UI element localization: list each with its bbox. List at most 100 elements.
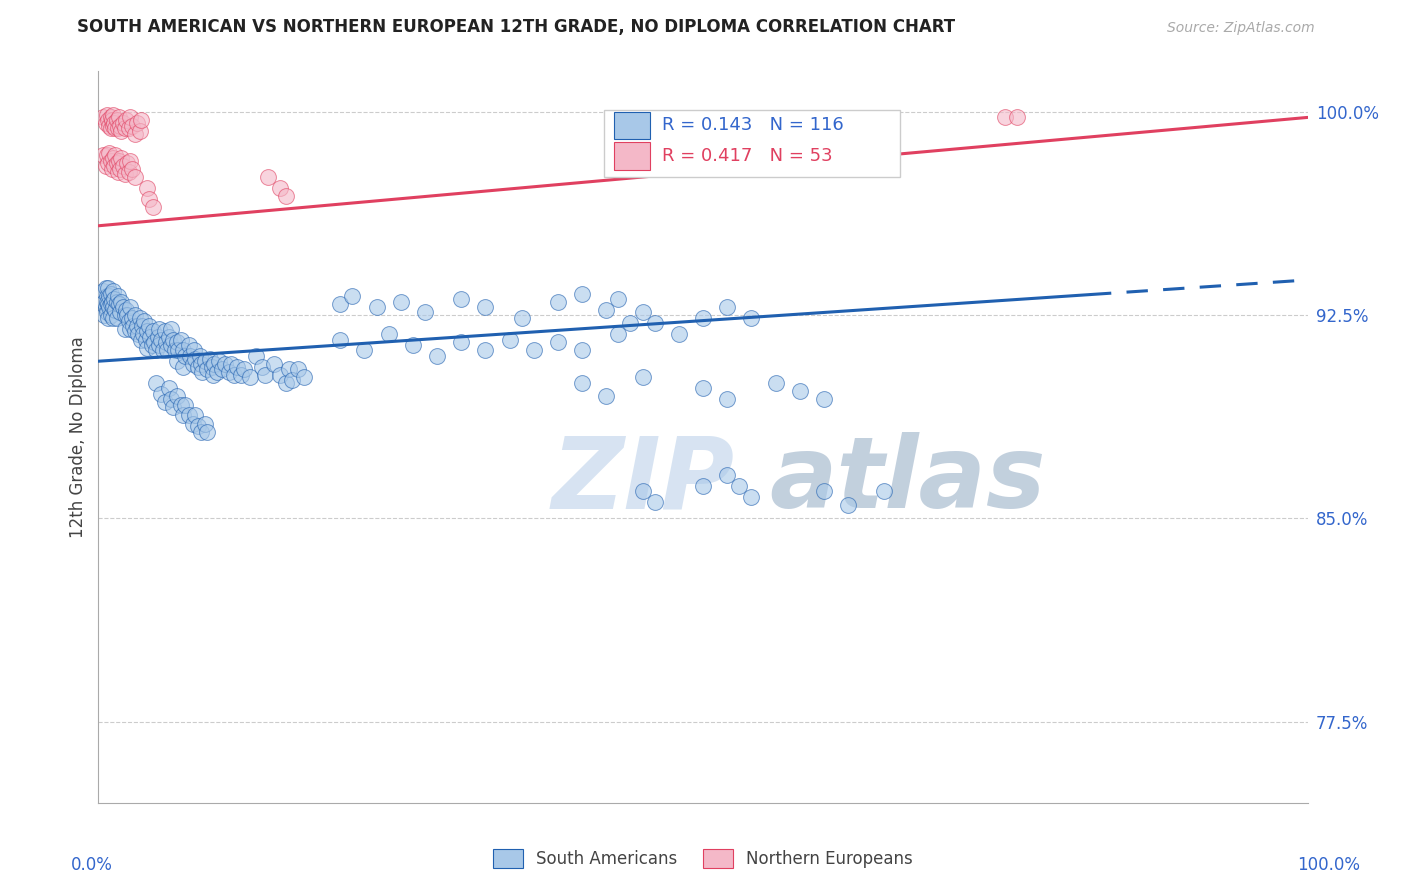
Point [142,325,165,339]
Point [169,398,191,412]
Point [97,297,120,311]
Text: ZIP: ZIP [551,433,735,530]
Point [728,479,751,493]
Point [166,389,188,403]
Point [184,351,207,366]
Point [389,294,412,309]
Point [631,484,654,499]
Point [118,313,141,327]
Point [195,425,218,439]
Point [100,113,122,128]
FancyBboxPatch shape [603,110,900,178]
Point [111,159,134,173]
Legend: South Americans, Northern Europeans: South Americans, Northern Europeans [486,842,920,875]
Point [127,116,149,130]
Point [100,286,122,301]
Point [208,354,231,368]
Point [93,308,115,322]
Point [150,333,173,347]
Point [118,153,141,168]
Point [148,338,170,352]
Point [103,116,125,130]
Point [256,169,278,184]
Point [994,111,1017,125]
Point [187,419,209,434]
Point [100,111,122,125]
Point [135,181,157,195]
Point [127,327,149,342]
Point [547,335,569,350]
Point [269,181,291,195]
Point [174,349,197,363]
Point [595,302,617,317]
Point [101,310,124,325]
Point [160,392,183,406]
Point [254,368,277,382]
Point [114,308,136,322]
Point [740,490,762,504]
Point [837,498,859,512]
Point [413,305,436,319]
Point [172,359,194,374]
Point [114,121,136,136]
Point [122,318,145,333]
Point [183,343,205,358]
Point [104,121,127,136]
Point [187,359,209,374]
Point [179,338,201,352]
Point [181,417,204,431]
Point [274,376,297,390]
Point [111,300,134,314]
Point [607,327,630,342]
Point [108,297,131,311]
Point [172,343,194,358]
Point [172,409,194,423]
Point [174,398,197,412]
Point [181,357,204,371]
Point [105,156,128,170]
Point [245,349,267,363]
Point [98,145,121,160]
Point [114,167,136,181]
Point [716,392,738,406]
Point [179,349,201,363]
Point [108,153,131,168]
Point [110,151,132,165]
Point [97,113,120,128]
Point [179,409,201,423]
Point [124,169,146,184]
Point [108,305,131,319]
Point [644,495,666,509]
Point [91,148,114,162]
Point [201,359,224,374]
Point [96,294,118,309]
Point [229,368,252,382]
Point [132,327,155,342]
Point [160,322,183,336]
Point [692,479,714,493]
Text: SOUTH AMERICAN VS NORTHERN EUROPEAN 12TH GRADE, NO DIPLOMA CORRELATION CHART: SOUTH AMERICAN VS NORTHERN EUROPEAN 12TH… [77,18,956,36]
Point [218,365,240,379]
Point [631,305,654,319]
Point [194,354,217,368]
Point [135,333,157,347]
Point [115,113,138,128]
Point [813,392,835,406]
Point [226,359,249,374]
FancyBboxPatch shape [613,143,650,170]
Text: atlas: atlas [769,433,1046,530]
Point [100,294,122,309]
Point [169,333,191,347]
Point [145,376,167,390]
Point [595,389,617,403]
Point [813,484,835,499]
Point [115,302,138,317]
Point [222,368,245,382]
Point [129,113,152,128]
Point [342,289,364,303]
Point [191,365,214,379]
Point [91,284,114,298]
Point [194,417,217,431]
Point [619,316,641,330]
Point [100,308,122,322]
